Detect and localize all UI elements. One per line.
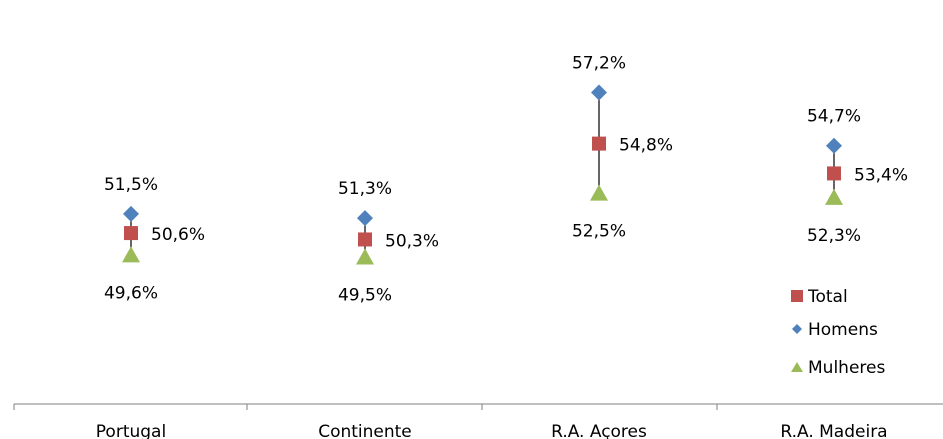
total-point — [358, 232, 372, 247]
homens-point — [357, 210, 373, 227]
total-point — [124, 226, 138, 241]
legend-item-homens: Homens — [792, 320, 878, 340]
homens-point — [123, 205, 139, 222]
data-labels: 51,5% 50,6% 49,6% 51,3% 50,3% 49,5% 57,2% 54,8%… — [104, 53, 908, 305]
homens-point — [826, 137, 842, 154]
mulheres-data-label: 49,5% — [338, 286, 392, 306]
chart-marks — [122, 84, 843, 265]
total-data-label: 54,8% — [619, 136, 673, 156]
total-data-label: 50,6% — [151, 225, 205, 245]
mulheres-point — [825, 188, 843, 205]
high-low-lines — [130, 92, 835, 257]
total-data-label: 53,4% — [854, 165, 908, 185]
x-axis-label: R.A. Açores — [551, 422, 647, 439]
x-axis-label: Portugal — [96, 422, 166, 439]
mulheres-data-label: 52,5% — [572, 222, 626, 242]
homens-point — [591, 84, 607, 101]
homens-data-label: 51,5% — [104, 175, 158, 195]
x-axis-label: R.A. Madeira — [780, 422, 887, 439]
homens-data-label: 54,7% — [807, 107, 861, 127]
legend-label: Mulheres — [808, 358, 885, 378]
legend-label: Homens — [808, 320, 878, 340]
total-point — [592, 136, 606, 151]
legend: Total Homens Mulheres — [791, 287, 885, 378]
homens-data-label: 57,2% — [572, 53, 626, 73]
legend-item-mulheres: Mulheres — [791, 358, 885, 378]
x-axis-label: Continente — [318, 422, 412, 439]
mulheres-point — [590, 184, 608, 201]
total-data-label: 50,3% — [385, 231, 439, 251]
legend-label: Total — [807, 287, 848, 307]
mulheres-data-label: 52,3% — [807, 226, 861, 246]
homens-data-label: 51,3% — [338, 179, 392, 199]
mulheres-data-label: 49,6% — [104, 283, 158, 303]
x-axis: Portugal Continente R.A. Açores R.A. Madeir… — [13, 403, 943, 439]
total-point — [827, 166, 841, 181]
legend-marker-mulheres — [791, 362, 803, 372]
mulheres-point — [122, 246, 140, 263]
legend-marker-homens — [792, 324, 802, 334]
legend-item-total: Total — [791, 287, 848, 307]
legend-marker-total — [791, 290, 803, 302]
mulheres-point — [356, 248, 374, 265]
